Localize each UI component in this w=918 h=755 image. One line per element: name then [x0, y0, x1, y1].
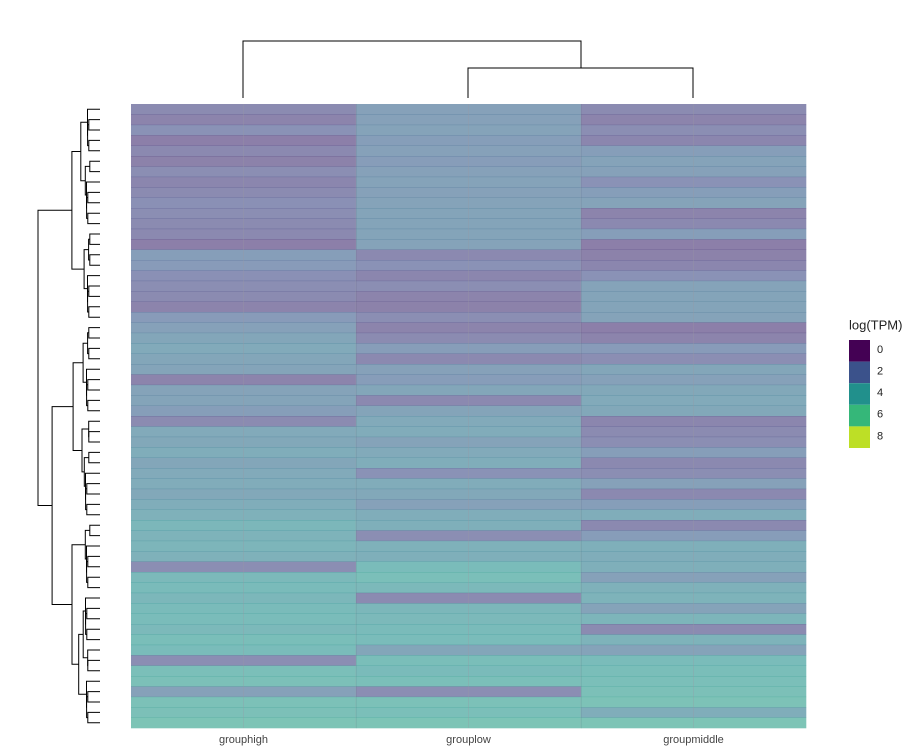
dendrogram-branch: [87, 108, 100, 136]
dendrogram-branch: [242, 40, 582, 98]
dendrogram-branch: [89, 160, 100, 173]
dendrogram-branch: [37, 209, 72, 507]
legend-swatch: [849, 426, 870, 448]
dendrogram-branch: [87, 555, 100, 568]
dendrogram-branch: [85, 472, 100, 500]
dendrogram-branch: [88, 431, 100, 443]
dendrogram-branch: [80, 121, 88, 182]
dendrogram-branch: [71, 150, 85, 270]
dendrogram-branch: [88, 119, 100, 131]
legend-swatch: [849, 383, 870, 405]
dendrogram-branch: [87, 379, 100, 391]
dendrogram-branch: [86, 628, 100, 641]
dendrogram-branch: [87, 191, 100, 204]
legend-label: 4: [877, 387, 883, 399]
dendrogram-branch: [88, 139, 100, 152]
dendrogram-branch: [84, 529, 90, 560]
legend-label: 6: [877, 409, 883, 421]
dendrogram-branch: [87, 399, 100, 412]
dendrogram-branch: [87, 659, 100, 672]
legend-label: 8: [877, 430, 883, 442]
dendrogram-branch: [88, 420, 100, 438]
dendrogram-branch: [88, 327, 100, 339]
dendrogram-branch: [87, 212, 100, 225]
legend-label: 2: [877, 366, 883, 378]
x-tick-label: groupmiddle: [663, 734, 724, 746]
dendrogram-branch: [467, 67, 694, 98]
dendrogram-branch: [86, 607, 100, 620]
dendrogram-branch: [86, 680, 100, 708]
dendrogram-branch: [88, 451, 100, 464]
x-tick-label: grouplow: [446, 734, 491, 746]
dendrogram-branch: [84, 165, 90, 196]
dendrogram-branch: [89, 233, 100, 245]
column-dendrogram: [242, 40, 694, 98]
dendrogram-branch: [86, 483, 100, 495]
row-dendrogram: [37, 108, 100, 724]
dendrogram-branch: [85, 597, 100, 625]
dendrogram-branch: [87, 649, 100, 667]
dendrogram-branch: [88, 306, 100, 318]
legend-swatch: [849, 340, 870, 362]
dendrogram-branch: [86, 181, 100, 209]
dendrogram-branch: [51, 406, 74, 605]
dendrogram-branch: [88, 285, 100, 297]
legend-title: log(TPM): [849, 317, 902, 332]
legend-swatch: [849, 404, 870, 427]
legend-label: 0: [877, 344, 883, 356]
legend-swatch: [849, 361, 870, 384]
dendrogram-branch: [89, 254, 100, 266]
dendrogram-branch: [83, 457, 89, 487]
dendrogram-branch: [81, 428, 89, 473]
dendrogram-branch: [89, 524, 100, 537]
dendrogram-branch: [87, 711, 100, 724]
dendrogram-branch: [87, 275, 100, 303]
dendrogram-branch: [87, 691, 100, 703]
dendrogram-branch: [86, 545, 100, 573]
dendrogram-branch: [86, 503, 100, 516]
dendrogram-branch: [86, 368, 100, 396]
dendrogram-branch: [87, 576, 100, 589]
heatmap: [131, 104, 807, 729]
dendrogram-branch: [78, 633, 87, 695]
dendrogram-branch: [88, 347, 100, 360]
x-tick-label: grouphigh: [219, 734, 268, 746]
